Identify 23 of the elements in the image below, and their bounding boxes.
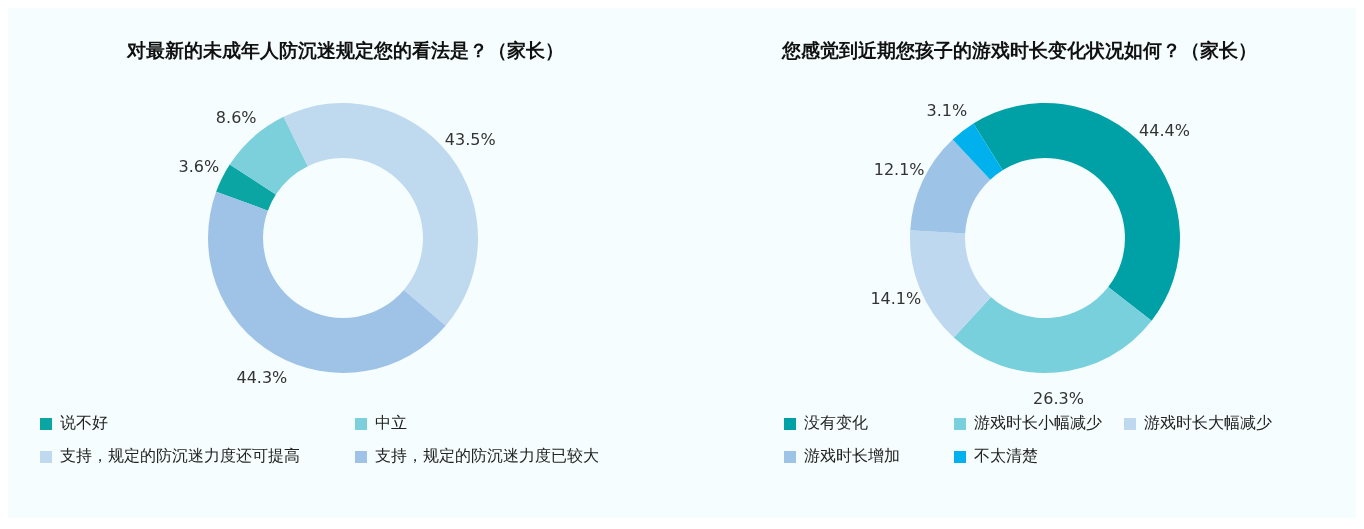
- data-label: 3.6%: [178, 156, 220, 176]
- legend-label: 不太清楚: [974, 446, 1038, 467]
- data-label: 3.1%: [926, 100, 968, 120]
- data-label: 12.1%: [873, 160, 925, 180]
- data-label: 44.4%: [1139, 120, 1190, 140]
- legend-label: 中立: [375, 413, 407, 434]
- chart-title: 对最新的未成年人防沉迷规定您的看法是？（家长）: [125, 38, 565, 63]
- data-label: 26.3%: [1033, 388, 1084, 408]
- data-label: 8.6%: [215, 108, 257, 128]
- donut-slice: [953, 287, 1152, 373]
- legend-label: 支持，规定的防沉迷力度已较大: [375, 446, 599, 467]
- legend-label: 游戏时长大幅减少: [1144, 413, 1272, 434]
- chart-title: 您感觉到近期您孩子的游戏时长变化状况如何？（家长）: [780, 38, 1258, 63]
- legend-label: 支持，规定的防沉迷力度还可提高: [60, 446, 300, 467]
- legend-label: 没有变化: [804, 413, 868, 434]
- legend-label: 说不好: [60, 413, 108, 434]
- donut-slice: [208, 191, 446, 373]
- data-label: 43.5%: [444, 129, 496, 149]
- legend-label: 游戏时长小幅减少: [974, 413, 1102, 434]
- data-label: 44.3%: [236, 367, 288, 387]
- data-label: 14.1%: [870, 289, 922, 309]
- donut-slice: [952, 123, 1003, 180]
- legend-label: 游戏时长增加: [804, 446, 900, 467]
